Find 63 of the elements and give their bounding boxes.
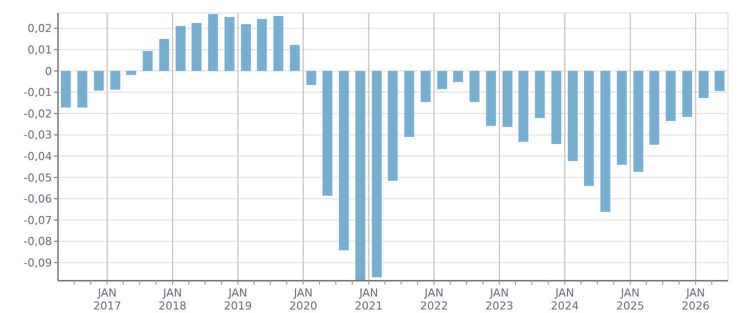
x-tick-label: JAN 2020 (289, 286, 318, 313)
y-tick-label: -0,02 (24, 107, 52, 120)
bar (534, 70, 545, 118)
bar (306, 70, 316, 85)
bar (714, 70, 725, 91)
bar (290, 44, 300, 71)
bar (404, 70, 414, 137)
x-tick-label: JAN 2022 (420, 286, 448, 313)
bar (437, 70, 448, 90)
y-tick-label: -0,09 (24, 256, 52, 270)
bar (486, 70, 496, 126)
x-tick-label: JAN 2021 (354, 286, 383, 313)
y-tick-label: 0,02 (28, 22, 52, 36)
bar (355, 70, 366, 281)
y-tick-label: -0,04 (24, 150, 52, 163)
bar (110, 70, 120, 90)
bar (192, 23, 202, 71)
bar (60, 70, 71, 108)
x-tick-label: JAN 2025 (616, 286, 644, 313)
bar (453, 70, 464, 82)
bar (698, 70, 709, 98)
y-tick-label: -0,03 (24, 128, 52, 142)
bar (208, 14, 218, 71)
bar (470, 70, 480, 102)
bar (551, 70, 562, 144)
bar (77, 70, 88, 108)
bar (241, 24, 251, 71)
bar (616, 70, 627, 165)
x-tick-label: JAN 2026 (682, 286, 710, 313)
bar (649, 70, 660, 145)
x-tick-label: JAN 2024 (550, 286, 579, 313)
y-tick-label: 0 (45, 64, 52, 78)
y-tick-label: -0,05 (24, 171, 52, 184)
bar (126, 70, 136, 75)
x-tick-label: JAN 2017 (93, 286, 122, 313)
x-tick-label: JAN 2023 (485, 286, 514, 313)
bar (502, 70, 512, 127)
bar (568, 70, 578, 162)
bar (584, 70, 594, 186)
bar (633, 70, 644, 172)
y-tick-label: -0,06 (24, 192, 52, 206)
bar (224, 17, 234, 71)
bar (322, 70, 332, 196)
y-tick-label: -0,08 (24, 235, 52, 248)
bar (273, 16, 284, 71)
x-tick-label: JAN 2018 (158, 286, 187, 313)
bar (338, 70, 349, 250)
bar (142, 50, 153, 71)
bar (372, 70, 382, 278)
bar (256, 18, 267, 71)
bar (682, 70, 692, 117)
bar (176, 26, 186, 71)
bar (600, 70, 610, 212)
y-tick-label: -0,01 (24, 86, 52, 100)
bar (159, 38, 170, 71)
y-tick-label: -0,07 (24, 214, 52, 227)
x-tick-label: JAN 2019 (224, 286, 252, 313)
bar (666, 70, 676, 121)
y-tick-label: 0,01 (28, 43, 52, 56)
bar (420, 70, 431, 102)
bar (518, 70, 528, 142)
bar (94, 70, 104, 91)
bar (388, 70, 398, 181)
